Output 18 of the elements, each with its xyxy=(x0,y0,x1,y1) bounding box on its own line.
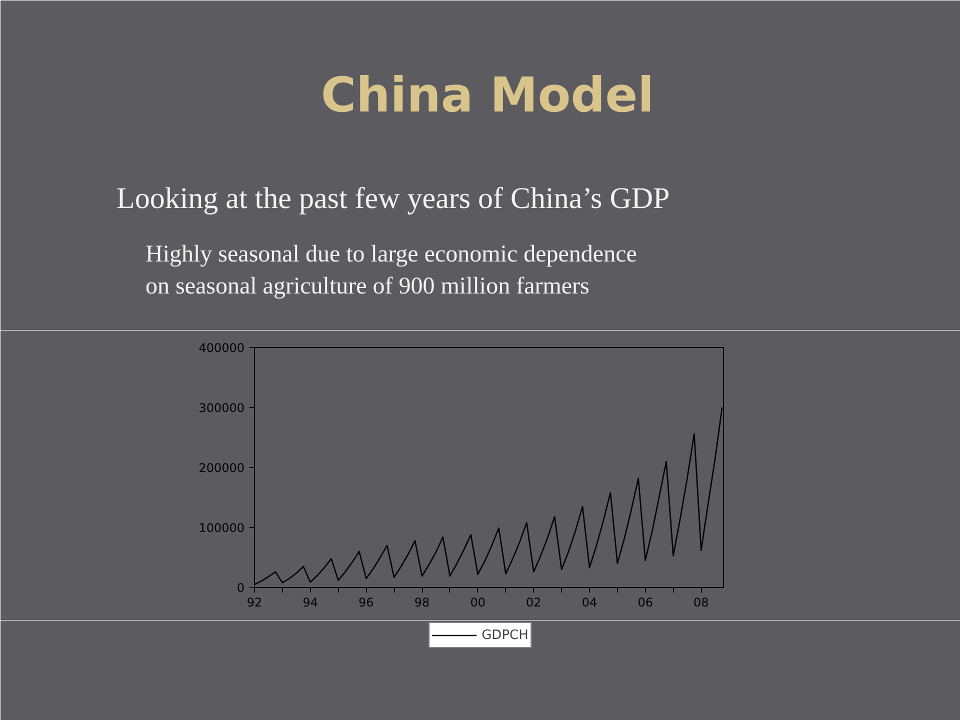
chart-title: China Model xyxy=(320,68,654,124)
x-tick-label: 08 xyxy=(694,596,709,610)
x-tick-label: 96 xyxy=(358,596,374,610)
y-tick-label: 0 xyxy=(236,581,245,595)
x-tick-label: 98 xyxy=(414,596,430,610)
y-tick-label: 400000 xyxy=(198,341,245,355)
y-tick-label: 100000 xyxy=(198,521,245,535)
x-tick-label: 94 xyxy=(302,596,318,610)
x-tick-label: 06 xyxy=(638,596,653,610)
chart-subtitle: Looking at the past few years of China’s GDP xyxy=(116,182,670,215)
x-tick-label: 00 xyxy=(470,596,486,610)
y-tick-label: 200000 xyxy=(198,461,245,475)
x-tick-label: 02 xyxy=(526,596,542,610)
legend-label: GDPCH xyxy=(482,628,528,642)
text: Highly seasonal due to large economic dependence on seasonal agriculture of 900 million farmers xyxy=(146,242,637,300)
y-tick-label: 300000 xyxy=(198,401,245,415)
x-tick-label: 92 xyxy=(246,596,262,610)
x-tick-label: 04 xyxy=(582,596,598,610)
